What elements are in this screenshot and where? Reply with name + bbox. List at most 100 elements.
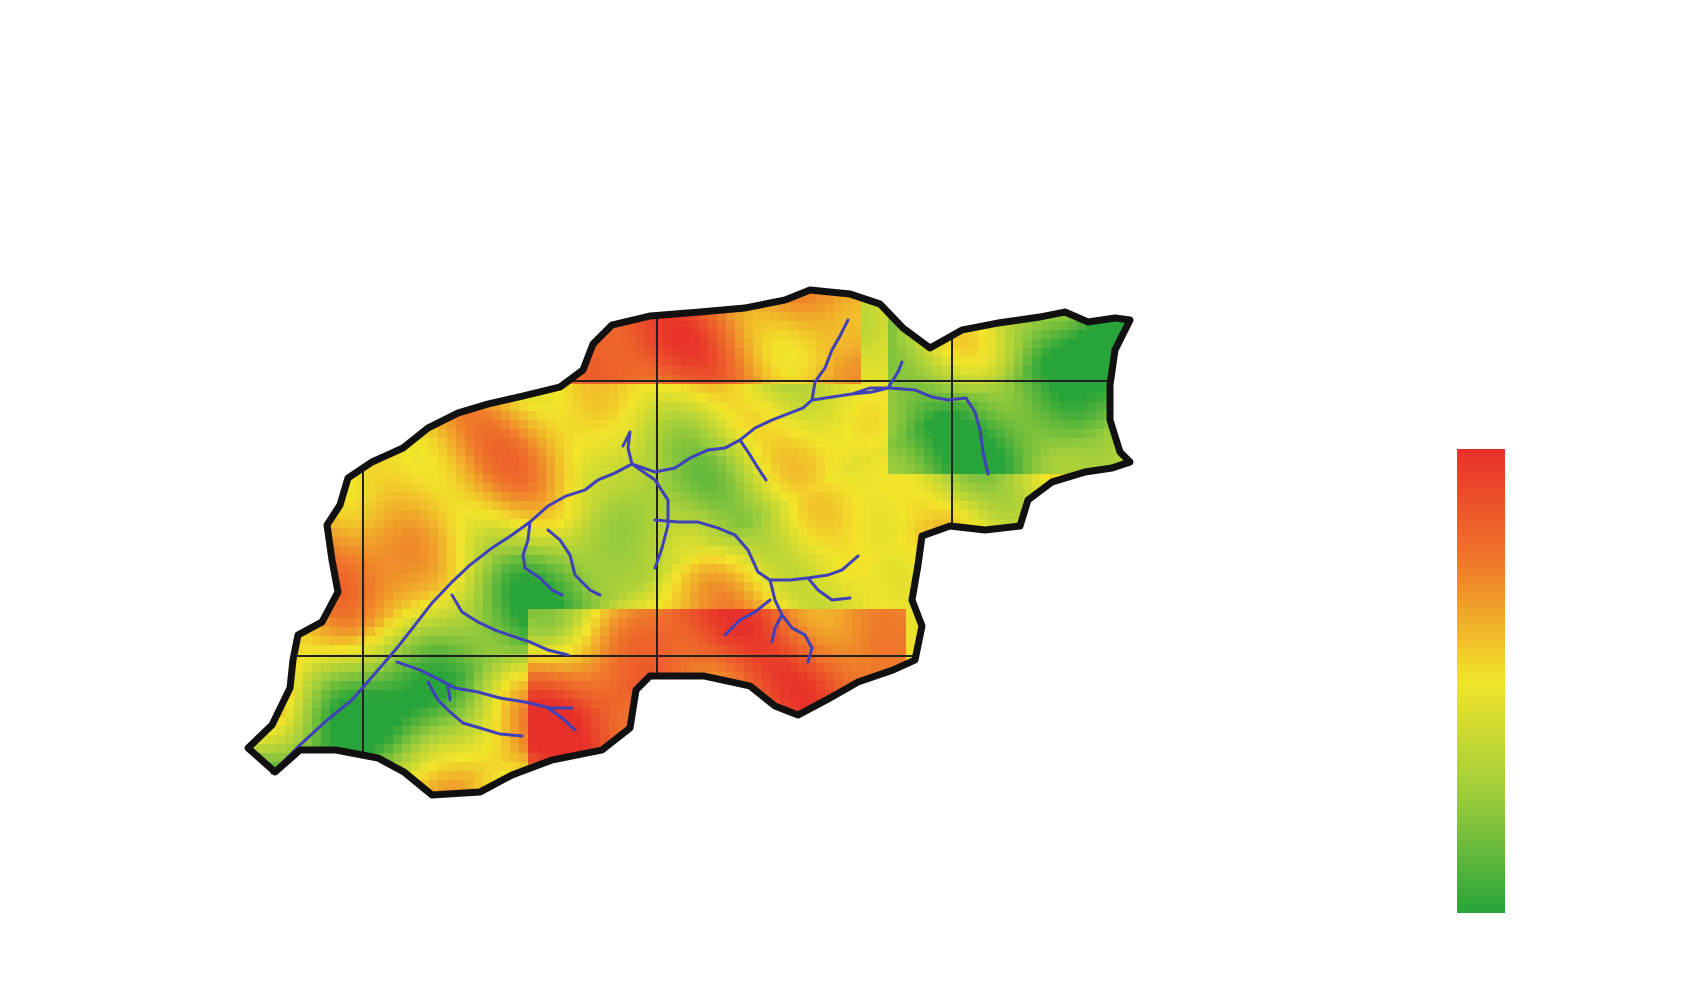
raster-cell [528,672,538,682]
raster-cell [717,510,727,520]
raster-cell [573,708,583,718]
raster-cell [1104,492,1114,502]
raster-cell [1122,348,1130,358]
raster-cell [591,290,601,295]
raster-cell [249,447,259,457]
raster-cell [447,375,457,385]
raster-cell [771,537,781,547]
raster-cell [429,726,439,736]
raster-cell [492,348,502,358]
raster-cell [258,339,268,349]
raster-cell [1041,600,1051,610]
raster-cell [312,483,322,493]
raster-cell [294,429,304,439]
raster-cell [555,465,565,475]
raster-cell [672,393,682,403]
raster-cell [924,708,934,718]
raster-cell [519,663,529,673]
raster-cell [996,690,1006,700]
raster-cell [330,357,340,367]
raster-cell [600,290,610,295]
raster-cell [987,627,997,637]
raster-cell [834,672,844,682]
raster-cell [294,474,304,484]
raster-cell [1068,663,1078,673]
raster-cell [1032,384,1042,394]
raster-cell [564,456,574,466]
raster-cell [780,699,790,709]
raster-cell [807,726,817,736]
raster-cell [780,483,790,493]
raster-cell [654,528,664,538]
raster-cell [726,411,736,421]
raster-cell [276,294,286,304]
raster-cell [960,357,970,367]
raster-cell [1068,483,1078,493]
raster-cell [591,546,601,556]
raster-cell [645,429,655,439]
raster-cell [663,438,673,448]
raster-cell [600,510,610,520]
raster-cell [420,519,430,529]
raster-cell [402,627,412,637]
raster-cell [248,609,250,619]
raster-cell [248,564,250,574]
raster-cell [924,591,934,601]
raster-cell [1050,537,1060,547]
raster-cell [438,654,448,664]
raster-cell [483,555,493,565]
raster-cell [690,339,700,349]
raster-cell [249,573,259,583]
raster-cell [303,672,313,682]
raster-cell [447,690,457,700]
raster-cell [753,339,763,349]
raster-cell [402,582,412,592]
raster-cell [429,663,439,673]
raster-cell [690,654,700,664]
raster-cell [807,618,817,628]
raster-cell [600,537,610,547]
raster-cell [582,375,592,385]
raster-cell [789,420,799,430]
raster-cell [492,375,502,385]
raster-cell [582,402,592,412]
raster-cell [384,690,394,700]
raster-cell [1041,681,1051,691]
raster-cell [618,537,628,547]
raster-cell [573,420,583,430]
raster-cell [1032,564,1042,574]
raster-cell [402,636,412,646]
raster-cell [870,591,880,601]
raster-cell [591,654,601,664]
raster-cell [1068,290,1078,295]
raster-cell [897,726,907,736]
raster-cell [906,393,916,403]
raster-cell [1122,474,1130,484]
raster-cell [248,321,250,331]
raster-cell [636,384,646,394]
raster-cell [969,330,979,340]
raster-cell [1023,294,1033,304]
raster-cell [384,699,394,709]
raster-cell [762,366,772,376]
raster-cell [537,582,547,592]
susceptibility-raster [248,290,1130,795]
raster-cell [248,699,250,709]
raster-cell [1023,609,1033,619]
raster-cell [285,483,295,493]
raster-cell [1086,501,1096,511]
raster-cell [744,321,754,331]
raster-cell [546,555,556,565]
raster-cell [546,681,556,691]
raster-cell [888,627,898,637]
raster-cell [1050,681,1060,691]
raster-cell [276,627,286,637]
raster-cell [708,492,718,502]
raster-cell [330,618,340,628]
raster-cell [771,312,781,322]
raster-cell [798,339,808,349]
raster-cell [969,582,979,592]
raster-cell [285,492,295,502]
raster-cell [789,321,799,331]
